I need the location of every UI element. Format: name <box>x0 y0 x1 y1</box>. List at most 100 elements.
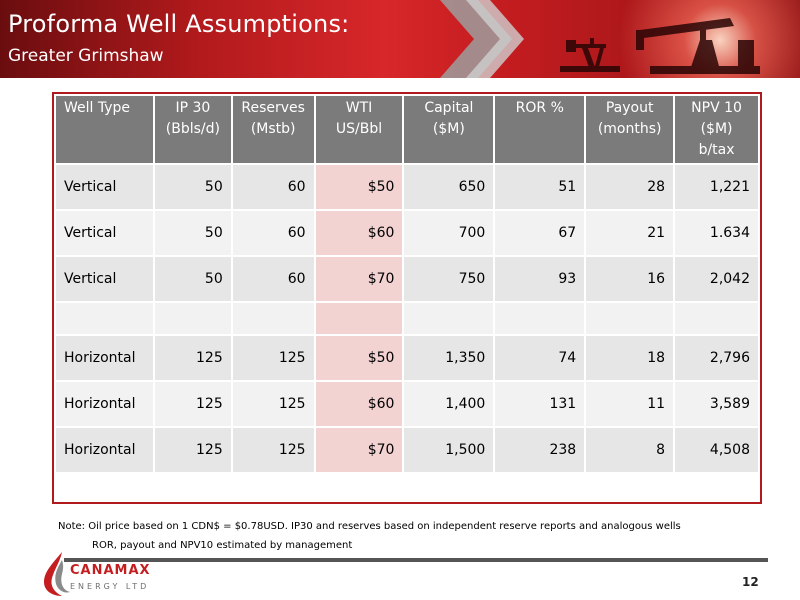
table-cell: 700 <box>404 211 494 255</box>
table-cell: 50 <box>154 165 231 209</box>
footnote-line2: ROR, payout and NPV10 estimated by manag… <box>92 540 353 551</box>
table-cell: 125 <box>154 336 231 380</box>
table-row: Vertical 50 60 $60 700 67 21 1.634 <box>56 211 758 255</box>
table-cell: 1,221 <box>675 165 758 209</box>
column-header-line: US/Bbl <box>335 121 383 137</box>
column-header-line: WTI <box>345 100 373 116</box>
table-header-row: Well Type IP 30 (Bbls/d) Reserves (Mstb) WTI U… <box>56 96 758 163</box>
chevron-icon <box>466 0 524 78</box>
table-row: Vertical 50 60 $70 750 93 16 2,042 <box>56 257 758 301</box>
column-header-line: (Mstb) <box>250 121 296 137</box>
table-cell: 50 <box>154 211 231 255</box>
table-row: Horizontal 125 125 $60 1,400 131 11 3,589 <box>56 382 758 426</box>
table-body: Vertical 50 60 $50 650 51 28 1,221 Vertical 50 60 $… <box>56 165 758 472</box>
column-header: Capital ($M) <box>404 96 494 163</box>
column-header: Reserves (Mstb) <box>232 96 314 163</box>
footer-divider <box>64 558 768 562</box>
table-cell: $60 <box>315 211 403 255</box>
table-cell: 131 <box>495 382 585 426</box>
table-cell <box>586 303 674 334</box>
table-cell: Vertical <box>56 257 153 301</box>
assumptions-table-frame: Well Type IP 30 (Bbls/d) Reserves (Mstb) WTI U… <box>52 92 762 504</box>
table-cell: 650 <box>404 165 494 209</box>
column-header: Well Type <box>56 96 153 163</box>
column-header: ROR % <box>495 96 585 163</box>
table-cell: 3,589 <box>675 382 758 426</box>
table-cell <box>675 303 758 334</box>
table-cell: 74 <box>495 336 585 380</box>
page-number: 12 <box>742 575 759 589</box>
table-cell: 125 <box>232 382 314 426</box>
table-cell: 2,796 <box>675 336 758 380</box>
table-cell: 125 <box>232 428 314 472</box>
footnote-line1: Note: Oil price based on 1 CDN$ = $0.78U… <box>58 521 681 532</box>
column-header-line: Capital <box>424 100 474 116</box>
table-cell: 1.634 <box>675 211 758 255</box>
table-cell: $50 <box>315 336 403 380</box>
table-cell: 125 <box>154 428 231 472</box>
logo-subtitle: ENERGY LTD <box>70 582 150 591</box>
table-cell: 28 <box>586 165 674 209</box>
column-header-line: Payout <box>605 100 654 116</box>
table-cell <box>56 303 153 334</box>
banner-graphics <box>440 0 760 78</box>
pumpjack-icon <box>560 38 620 72</box>
table-cell <box>495 303 585 334</box>
table-cell: 21 <box>586 211 674 255</box>
column-header: IP 30 (Bbls/d) <box>154 96 231 163</box>
table-cell: 8 <box>586 428 674 472</box>
page-title: Proforma Well Assumptions: <box>8 10 350 38</box>
table-cell <box>232 303 314 334</box>
footnote: Note: Oil price based on 1 CDN$ = $0.78U… <box>58 517 681 555</box>
table-cell: Vertical <box>56 165 153 209</box>
table-cell: $70 <box>315 428 403 472</box>
column-header: Payout (months) <box>586 96 674 163</box>
column-header-line: Well Type <box>64 100 131 116</box>
table-cell: 750 <box>404 257 494 301</box>
table-cell: 60 <box>232 165 314 209</box>
column-header-line: Reserves <box>241 100 305 116</box>
table-cell: 60 <box>232 257 314 301</box>
page-subtitle: Greater Grimshaw <box>8 46 164 66</box>
column-header-line: NPV 10 <box>691 100 742 116</box>
table-spacer-row <box>56 303 758 334</box>
column-header-line: ROR % <box>515 100 564 116</box>
table-cell: 238 <box>495 428 585 472</box>
assumptions-table: Well Type IP 30 (Bbls/d) Reserves (Mstb) WTI U… <box>54 94 760 474</box>
table-cell: 60 <box>232 211 314 255</box>
table-row: Horizontal 125 125 $70 1,500 238 8 4,508 <box>56 428 758 472</box>
table-cell: Horizontal <box>56 382 153 426</box>
table-cell: 1,400 <box>404 382 494 426</box>
table-cell: 1,500 <box>404 428 494 472</box>
table-cell: 50 <box>154 257 231 301</box>
table-cell: $70 <box>315 257 403 301</box>
table-cell: 11 <box>586 382 674 426</box>
table-cell <box>315 303 403 334</box>
column-header-line: (months) <box>597 121 662 137</box>
table-cell <box>404 303 494 334</box>
table-row: Vertical 50 60 $50 650 51 28 1,221 <box>56 165 758 209</box>
table-cell: Horizontal <box>56 336 153 380</box>
table-cell: 125 <box>154 382 231 426</box>
table-row: Horizontal 125 125 $50 1,350 74 18 2,796 <box>56 336 758 380</box>
column-header-line: ($M) <box>432 121 465 137</box>
column-header: WTI US/Bbl <box>315 96 403 163</box>
table-cell: $60 <box>315 382 403 426</box>
logo-name: CANAMAX <box>70 563 151 578</box>
table-cell: 125 <box>232 336 314 380</box>
table-cell: Horizontal <box>56 428 153 472</box>
header-banner: Proforma Well Assumptions: Greater Grims… <box>0 0 800 78</box>
column-header-line: ($M) <box>700 121 733 137</box>
table-cell: Vertical <box>56 211 153 255</box>
table-cell <box>154 303 231 334</box>
table-cell: 2,042 <box>675 257 758 301</box>
table-cell: 67 <box>495 211 585 255</box>
table-cell: $50 <box>315 165 403 209</box>
column-header-line: IP 30 <box>175 100 211 116</box>
table-cell: 18 <box>586 336 674 380</box>
table-cell: 93 <box>495 257 585 301</box>
table-cell: 1,350 <box>404 336 494 380</box>
canamax-logo-icon <box>44 552 70 596</box>
table-cell: 16 <box>586 257 674 301</box>
column-header-line: (Bbls/d) <box>165 121 220 137</box>
